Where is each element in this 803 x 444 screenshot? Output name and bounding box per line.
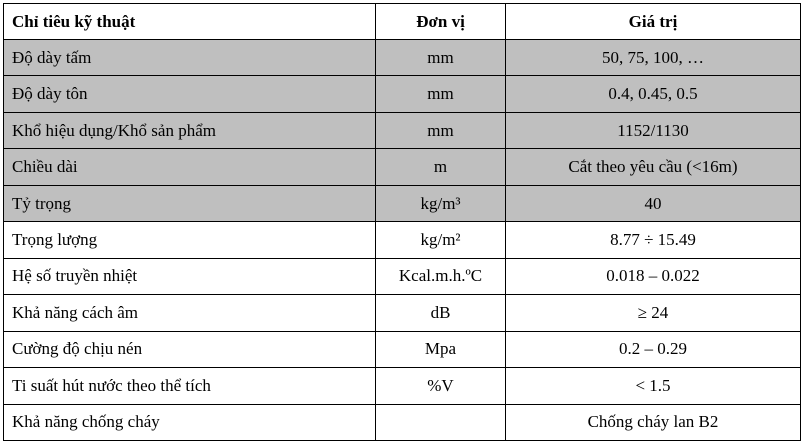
spec-name: Độ dày tôn xyxy=(3,75,376,113)
spec-unit: %V xyxy=(375,367,506,405)
spec-unit: kg/m² xyxy=(375,221,506,259)
technical-spec-table: Chỉ tiêu kỹ thuật Đơn vị Giá trị Độ dày … xyxy=(3,3,801,442)
spec-value: 0.4, 0.45, 0.5 xyxy=(505,75,801,113)
spec-unit: m xyxy=(375,148,506,186)
table-row: Khả năng cách âm dB ≥ 24 xyxy=(3,294,801,332)
spec-value: 8.77 ÷ 15.49 xyxy=(505,221,801,259)
table-row: Độ dày tấm mm 50, 75, 100, … xyxy=(3,38,801,77)
spec-value: ≥ 24 xyxy=(505,294,801,332)
spec-name: Cường độ chịu nén xyxy=(3,330,376,369)
spec-value: Cắt theo yêu cầu (<16m) xyxy=(505,148,801,186)
spec-value: Chống cháy lan B2 xyxy=(505,403,801,442)
spec-name: Khả năng chống cháy xyxy=(3,403,376,442)
table-row: Khổ hiệu dụng/Khổ sản phẩm mm 1152/1130 xyxy=(3,111,801,150)
spec-name: Tỷ trọng xyxy=(3,184,376,223)
spec-name: Độ dày tấm xyxy=(3,38,376,77)
spec-value: 0.2 – 0.29 xyxy=(505,330,801,369)
spec-name: Ti suất hút nước theo thể tích xyxy=(3,367,376,405)
spec-name: Trọng lượng xyxy=(3,221,376,259)
table-row: Ti suất hút nước theo thể tích %V < 1.5 xyxy=(3,367,801,405)
table-row: Hệ số truyền nhiệt Kcal.m.h.ºC 0.018 – 0… xyxy=(3,257,801,296)
spec-unit: Kcal.m.h.ºC xyxy=(375,257,506,296)
spec-name: Hệ số truyền nhiệt xyxy=(3,257,376,296)
spec-unit xyxy=(375,403,506,442)
table-row: Tỷ trọng kg/m³ 40 xyxy=(3,184,801,223)
spec-unit: Mpa xyxy=(375,330,506,369)
spec-unit: kg/m³ xyxy=(375,184,506,223)
spec-unit: mm xyxy=(375,38,506,77)
spec-value: 40 xyxy=(505,184,801,223)
header-criteria: Chỉ tiêu kỹ thuật xyxy=(3,3,376,40)
spec-value: 1152/1130 xyxy=(505,111,801,150)
spec-name: Chiều dài xyxy=(3,148,376,186)
spec-value: < 1.5 xyxy=(505,367,801,405)
table-row: Cường độ chịu nén Mpa 0.2 – 0.29 xyxy=(3,330,801,369)
spec-name: Khổ hiệu dụng/Khổ sản phẩm xyxy=(3,111,376,150)
table-row: Trọng lượng kg/m² 8.77 ÷ 15.49 xyxy=(3,221,801,259)
spec-unit: mm xyxy=(375,75,506,113)
table-header-row: Chỉ tiêu kỹ thuật Đơn vị Giá trị xyxy=(3,3,801,40)
table-row: Độ dày tôn mm 0.4, 0.45, 0.5 xyxy=(3,75,801,113)
spec-unit: mm xyxy=(375,111,506,150)
spec-value: 50, 75, 100, … xyxy=(505,38,801,77)
header-value: Giá trị xyxy=(505,3,801,40)
spec-value: 0.018 – 0.022 xyxy=(505,257,801,296)
spec-name: Khả năng cách âm xyxy=(3,294,376,332)
header-unit: Đơn vị xyxy=(375,3,506,40)
table-row: Chiều dài m Cắt theo yêu cầu (<16m) xyxy=(3,148,801,186)
spec-unit: dB xyxy=(375,294,506,332)
table-row: Khả năng chống cháy Chống cháy lan B2 xyxy=(3,403,801,442)
